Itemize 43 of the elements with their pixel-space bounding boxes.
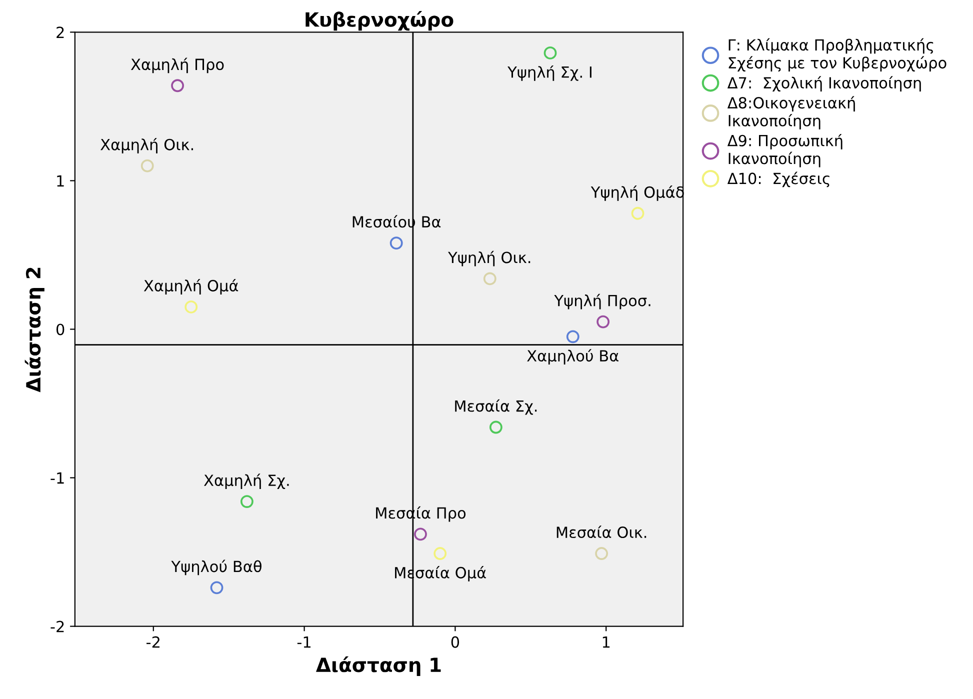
x-axis-title: Διάσταση 1 <box>316 656 441 676</box>
y-tick-label: 2 <box>56 26 64 38</box>
annotation: Χαμηλή Προ <box>130 58 224 74</box>
point <box>210 581 224 594</box>
annotation: Υψηλή Προσ. <box>554 294 650 310</box>
point <box>390 236 403 250</box>
legend-label: Δ10: Σχέσεις <box>727 172 830 188</box>
point <box>483 272 496 286</box>
annotation: Χαμηλή Σχ. <box>204 474 289 490</box>
chart-title: Κυβερνοχώρο <box>306 11 454 31</box>
annotation: Μεσαία Σχ. <box>455 399 537 415</box>
y-tick-label: -2 <box>50 620 64 632</box>
annotation: Χαμηλού Βα <box>527 349 618 365</box>
point <box>595 547 608 560</box>
x-tick-label: -1 <box>297 636 310 648</box>
y-axis-title: Διάσταση 2 <box>24 268 44 392</box>
point <box>544 46 557 60</box>
point <box>631 206 644 220</box>
legend-label: Δ8:Οικογενειακή Ικανοποίηση <box>727 96 855 130</box>
x-tick-label: -2 <box>146 636 160 648</box>
point <box>596 315 610 328</box>
annotation: Χαμηλή Ομά <box>144 279 238 294</box>
legend-label: Δ7: Σχολική Ικανοποίηση <box>727 76 921 92</box>
annotation: Χαμηλή Οικ. <box>100 138 193 154</box>
point <box>566 330 580 344</box>
x-tick-label: 0 <box>451 636 460 648</box>
point <box>414 528 427 541</box>
legend-label: Δ9: Προσωπική Ικανοποίηση <box>727 134 842 168</box>
annotation: Υψηλού Βαθ <box>171 560 262 576</box>
annotation: Μεσαία Οικ. <box>556 526 646 538</box>
point <box>140 159 154 172</box>
y-tick-label: 0 <box>56 324 64 336</box>
point <box>240 495 254 508</box>
point <box>171 79 184 92</box>
x-tick-label: 1 <box>602 636 610 648</box>
y-tick-label: 1 <box>57 175 64 186</box>
point <box>434 547 447 560</box>
annotation: Υψηλή Σχ. Ι <box>508 65 592 81</box>
point <box>184 300 198 314</box>
point <box>489 420 502 434</box>
y-tick-label: -1 <box>50 472 64 484</box>
legend-label: Γ: Κλίμακα Προβληματικής Σχέσης με τον Κυβερνοχώρο <box>728 38 946 72</box>
annotation: Υψηλή Οικ. <box>448 250 530 266</box>
